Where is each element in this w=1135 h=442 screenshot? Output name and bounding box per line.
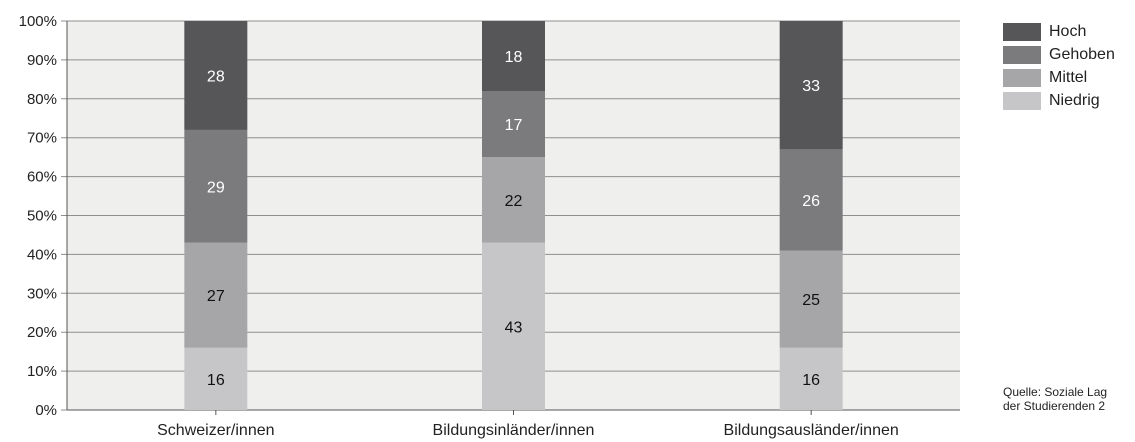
legend-swatch	[1003, 45, 1041, 64]
y-tick-label: 90%	[27, 52, 57, 69]
bar-segment-gehoben	[482, 91, 545, 158]
bar-segment-niedrig	[482, 242, 545, 410]
bar-segment-niedrig	[779, 347, 843, 410]
y-tick-label: 80%	[27, 91, 57, 108]
legend-label: Gehoben	[1049, 45, 1115, 63]
bar-segment-mittel	[184, 242, 248, 348]
legend-label: Niedrig	[1049, 91, 1100, 109]
legend-swatch	[1003, 68, 1041, 87]
y-tick-label: 100%	[19, 13, 57, 30]
y-tick-label: 10%	[27, 363, 57, 380]
data-label: 43	[505, 319, 523, 336]
source-note: Quelle: Soziale Lag der Studierenden 2	[1003, 385, 1107, 413]
legend: Hoch Gehoben Mittel Niedrig	[1003, 20, 1115, 112]
y-tick-label: 40%	[27, 246, 57, 263]
data-label: 17	[505, 117, 523, 134]
bar-segment-gehoben	[184, 129, 248, 243]
data-label: 16	[207, 372, 225, 389]
bar-segment-hoch	[482, 21, 545, 92]
x-tick-label: Bildungsinländer/innen	[433, 422, 595, 439]
legend-item-hoch: Hoch	[1003, 20, 1115, 43]
y-tick-label: 0%	[35, 402, 57, 419]
y-tick-label: 60%	[27, 169, 57, 186]
x-tick-label: Schweizer/innen	[157, 422, 274, 439]
data-label: 25	[802, 292, 820, 309]
y-tick-label: 30%	[27, 285, 57, 302]
bar-segment-mittel	[482, 157, 545, 243]
legend-swatch	[1003, 91, 1041, 110]
legend-swatch	[1003, 22, 1041, 41]
y-tick-label: 70%	[27, 130, 57, 147]
data-label: 29	[207, 179, 225, 196]
legend-label: Mittel	[1049, 68, 1088, 86]
data-label: 33	[802, 78, 820, 95]
data-label: 28	[207, 68, 225, 85]
data-label: 26	[802, 193, 820, 210]
bar-segment-mittel	[779, 250, 843, 348]
source-note-line-2: der Studierenden 2	[1003, 399, 1106, 413]
data-label: 22	[505, 193, 523, 210]
y-tick-label: 20%	[27, 324, 57, 341]
x-tick-label: Bildungsausländer/innen	[724, 422, 899, 439]
legend-item-mittel: Mittel	[1003, 66, 1115, 89]
data-label: 16	[802, 372, 820, 389]
legend-label: Hoch	[1049, 22, 1087, 40]
legend-item-niedrig: Niedrig	[1003, 89, 1115, 112]
legend-item-gehoben: Gehoben	[1003, 43, 1115, 66]
data-label: 18	[505, 49, 523, 66]
bar-segment-niedrig	[184, 347, 248, 410]
data-label: 27	[207, 288, 225, 305]
bar-segment-hoch	[779, 21, 843, 150]
y-tick-label: 50%	[27, 208, 57, 225]
source-note-line-1: Quelle: Soziale Lag	[1003, 385, 1108, 399]
bar-segment-gehoben	[779, 149, 843, 251]
bar-segment-hoch	[184, 21, 248, 130]
